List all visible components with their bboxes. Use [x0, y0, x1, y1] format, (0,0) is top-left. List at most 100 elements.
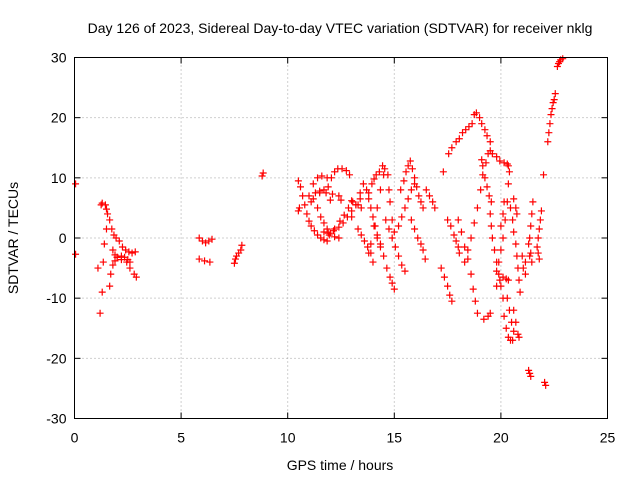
- data-point: [478, 156, 486, 164]
- data-point: [317, 213, 325, 221]
- data-point: [512, 318, 520, 326]
- data-point: [521, 270, 529, 278]
- data-point: [401, 204, 409, 212]
- data-point: [348, 197, 356, 205]
- data-point: [390, 285, 398, 293]
- data-point: [526, 252, 534, 260]
- data-point: [512, 204, 520, 212]
- data-point: [467, 270, 475, 278]
- data-point: [476, 114, 484, 122]
- data-point: [448, 144, 456, 152]
- data-point: [417, 198, 425, 206]
- data-point: [510, 228, 518, 236]
- data-point: [544, 138, 552, 146]
- data-point: [526, 234, 534, 242]
- data-point: [518, 252, 526, 260]
- data-point: [501, 216, 509, 224]
- data-point: [437, 264, 445, 272]
- data-point: [380, 171, 388, 179]
- data-point: [309, 180, 317, 188]
- data-point: [376, 186, 384, 194]
- data-point: [540, 171, 548, 179]
- data-point: [388, 234, 396, 242]
- data-point: [307, 222, 315, 230]
- axis-ticks: 0 5 10 15 20 25 -30 -20 -10 0 10 20 30: [46, 50, 615, 446]
- data-point: [316, 189, 324, 197]
- data-point: [455, 135, 463, 143]
- data-point: [206, 258, 214, 266]
- data-point: [527, 372, 535, 380]
- data-point: [113, 253, 121, 261]
- data-point: [514, 330, 522, 338]
- data-point: [488, 150, 496, 158]
- data-point: [201, 257, 209, 265]
- data-point: [553, 63, 561, 71]
- data-point: [367, 240, 375, 248]
- data-point: [487, 222, 495, 230]
- data-point: [354, 225, 362, 233]
- data-point: [376, 243, 384, 251]
- data-point: [488, 234, 496, 242]
- data-point: [331, 233, 339, 241]
- data-point: [331, 168, 339, 176]
- data-point: [465, 123, 473, 131]
- data-point: [473, 204, 481, 212]
- data-point: [419, 204, 427, 212]
- data-point: [496, 157, 504, 165]
- data-point: [323, 237, 331, 245]
- data-point: [195, 234, 203, 242]
- data-point: [231, 255, 239, 263]
- data-point: [450, 231, 458, 239]
- data-point: [519, 264, 527, 272]
- data-point: [470, 219, 478, 227]
- data-point: [487, 198, 495, 206]
- data-point: [106, 282, 114, 290]
- data-point: [305, 192, 313, 200]
- data-point: [383, 264, 391, 272]
- data-point: [388, 279, 396, 287]
- data-point: [512, 240, 520, 248]
- data-point: [515, 333, 523, 341]
- x-tick-label: 5: [177, 430, 185, 446]
- data-point: [471, 297, 479, 305]
- data-point: [365, 249, 373, 257]
- data-point: [348, 213, 356, 221]
- data-point: [503, 294, 511, 302]
- data-point: [104, 210, 112, 218]
- data-point: [339, 219, 347, 227]
- data-point: [202, 239, 210, 247]
- data-point: [398, 213, 406, 221]
- data-point: [483, 132, 491, 140]
- data-point: [468, 120, 476, 128]
- x-axis-label: GPS time / hours: [287, 457, 394, 473]
- data-point: [94, 264, 102, 272]
- data-point: [515, 276, 523, 284]
- data-point: [504, 276, 512, 284]
- data-point: [528, 210, 536, 218]
- data-point: [411, 180, 419, 188]
- grid-lines: [74, 57, 608, 419]
- data-point: [439, 168, 447, 176]
- data-point: [301, 201, 309, 209]
- data-point: [414, 234, 422, 242]
- data-point: [195, 255, 203, 263]
- data-point: [369, 213, 377, 221]
- data-point: [551, 90, 559, 98]
- data-point: [407, 186, 415, 194]
- data-point: [486, 210, 494, 218]
- data-point: [109, 246, 117, 254]
- data-point: [559, 55, 567, 63]
- data-point: [527, 222, 535, 230]
- x-tick-label: 0: [71, 430, 79, 446]
- data-point: [447, 222, 455, 230]
- data-point: [534, 249, 542, 257]
- data-point: [516, 288, 524, 296]
- data-point: [357, 204, 365, 212]
- data-point: [132, 273, 140, 281]
- data-points: [72, 55, 567, 389]
- data-point: [128, 249, 136, 257]
- data-point: [504, 180, 512, 188]
- data-point: [375, 168, 383, 176]
- data-point: [550, 96, 558, 104]
